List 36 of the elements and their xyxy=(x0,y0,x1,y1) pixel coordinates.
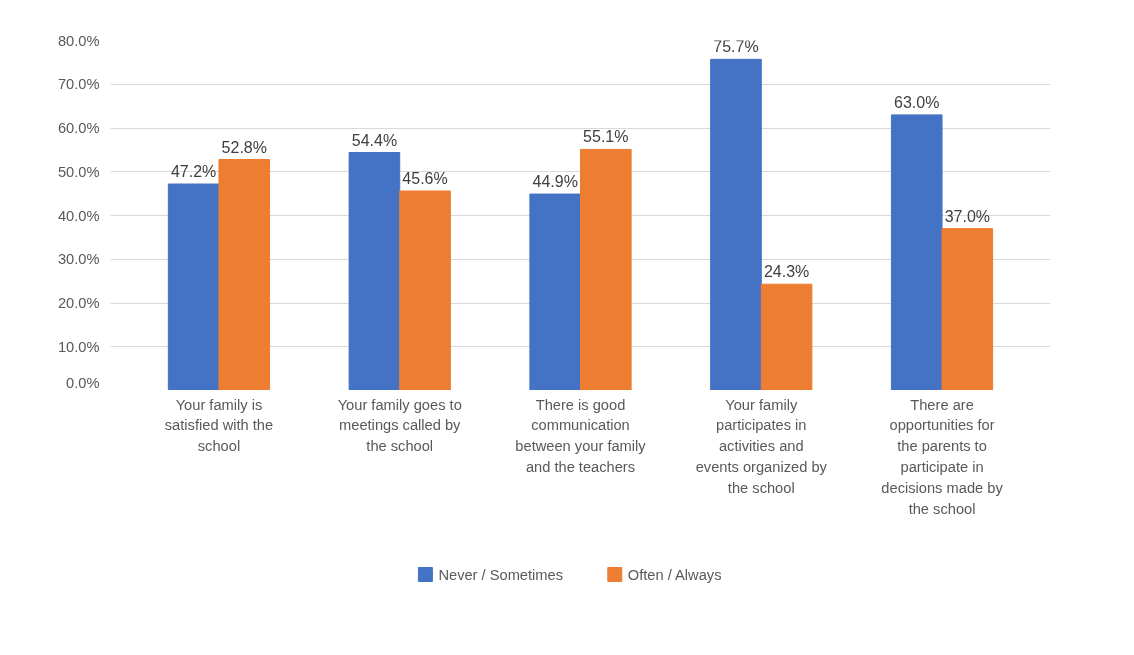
data-label: 55.1% xyxy=(583,128,629,146)
data-label: 75.7% xyxy=(713,38,759,56)
data-label: 45.6% xyxy=(402,170,448,187)
y-tick-label: 20.0% xyxy=(57,295,100,311)
data-label: 44.9% xyxy=(532,173,578,191)
data-label: 24.3% xyxy=(763,263,810,281)
bar xyxy=(399,190,451,390)
y-tick-label: 10.0% xyxy=(57,338,100,355)
x-tick-label: Your family participates in activities and events organized by the school xyxy=(695,396,828,496)
data-label: 63.0% xyxy=(894,93,940,111)
x-tick-label: There are opportunities for the parents to participate in decisions made by the school xyxy=(881,396,1004,517)
x-tick-label: Your family goes to meetings called by the school xyxy=(337,396,462,455)
bar xyxy=(529,193,581,390)
bar xyxy=(890,114,943,390)
y-tick-label: 60.0% xyxy=(57,120,100,136)
bar xyxy=(167,183,220,390)
bar xyxy=(580,148,632,390)
y-tick-label: 70.0% xyxy=(57,76,100,93)
legend-label: Never / Sometimes xyxy=(438,566,564,583)
x-tick-label: There is good communication between your family and the teachers xyxy=(515,396,647,475)
bar xyxy=(348,152,401,390)
data-label: 47.2% xyxy=(170,163,217,180)
bar xyxy=(710,58,762,390)
bar xyxy=(760,283,813,390)
data-label: 54.4% xyxy=(351,131,398,149)
bar xyxy=(941,228,994,390)
y-tick-label: 30.0% xyxy=(57,251,100,268)
y-tick-label: 40.0% xyxy=(57,207,100,224)
y-tick-label: 50.0% xyxy=(57,163,100,180)
x-tick-label: Your family is satisfied with the school xyxy=(164,396,274,455)
y-tick-label: 0.0% xyxy=(66,374,100,391)
data-label: 52.8% xyxy=(221,138,267,156)
data-label: 37.0% xyxy=(944,207,991,225)
legend-label: Often / Always xyxy=(627,566,722,583)
y-tick-label: 80.0% xyxy=(57,32,100,49)
bar xyxy=(218,159,271,390)
